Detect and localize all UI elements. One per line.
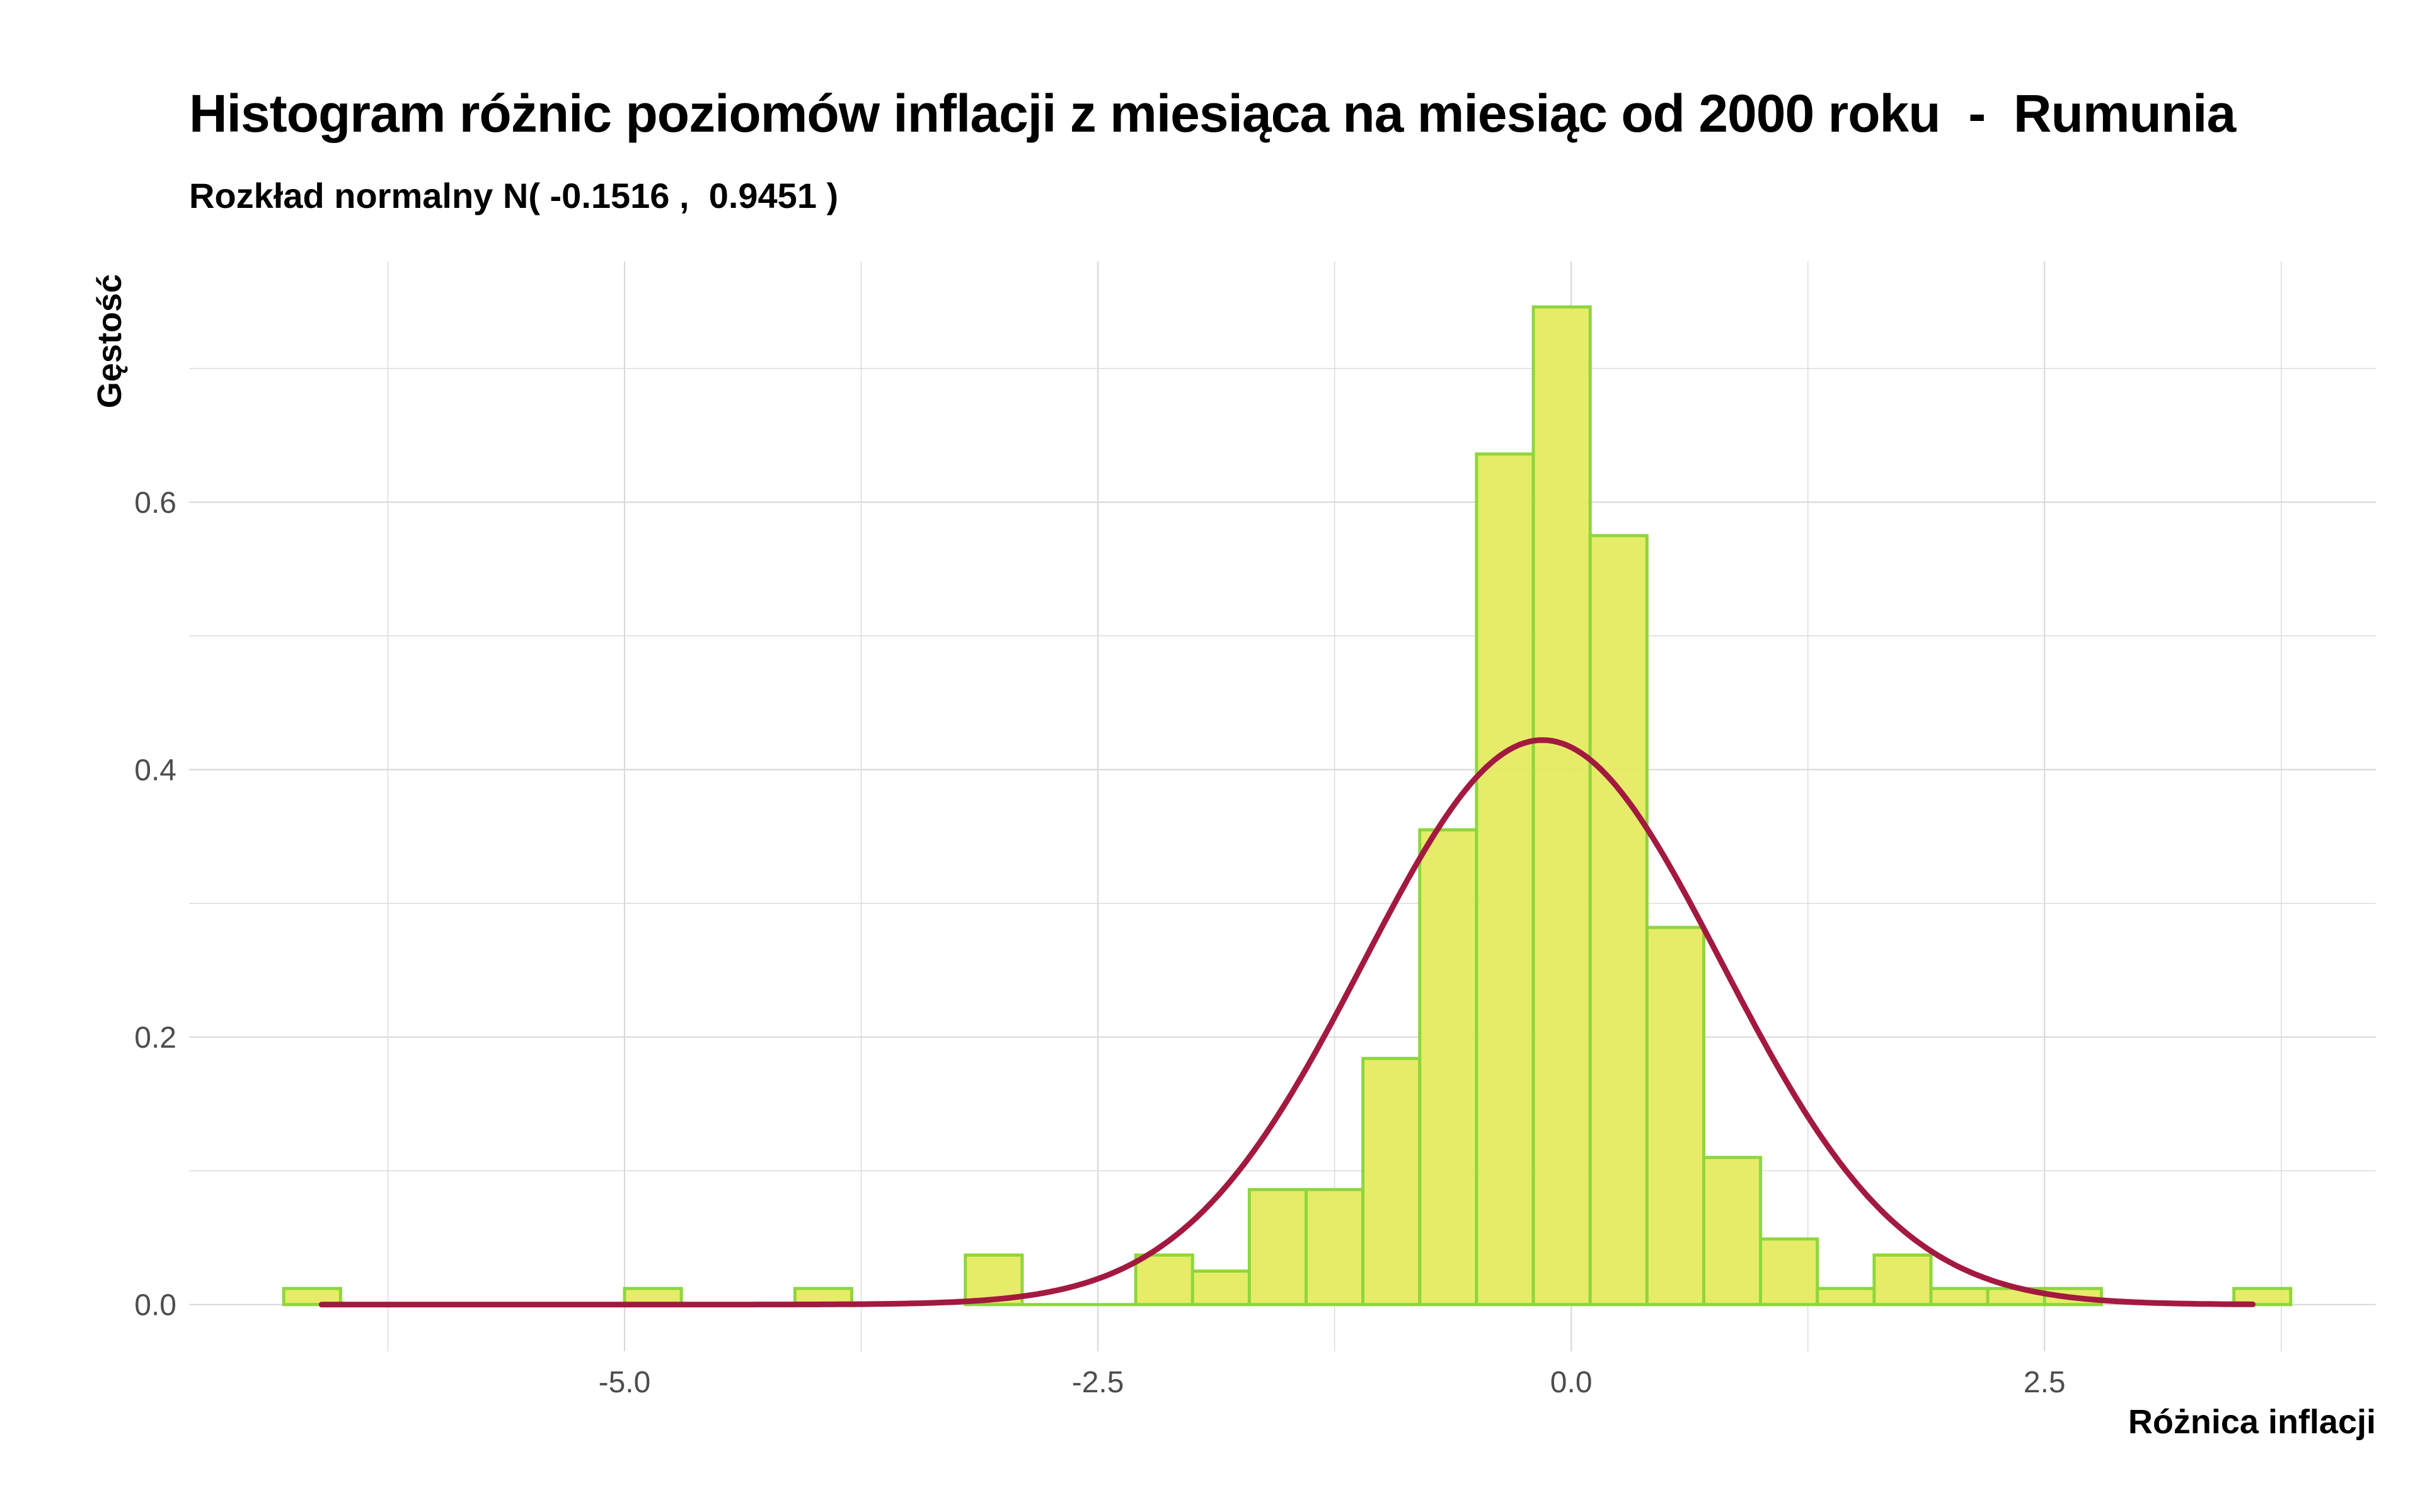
histogram-bar: [1872, 1253, 1933, 1307]
histogram-bar: [1929, 1286, 1990, 1307]
histogram-bar: [1702, 1155, 1763, 1307]
x-tick-label: -5.0: [599, 1366, 651, 1399]
x-tick-label: -2.5: [1072, 1366, 1124, 1399]
y-tick-label: 0.4: [134, 754, 176, 788]
histogram-bar: [1190, 1269, 1251, 1307]
normal-curve: [318, 737, 2256, 1308]
histogram-bar: [1361, 1057, 1422, 1307]
histogram-bar: [1305, 1188, 1365, 1307]
histogram-bar: [1645, 925, 1705, 1307]
chart-title: Histogram różnic poziomów inflacji z mie…: [189, 84, 2236, 143]
histogram-bar: [1588, 534, 1649, 1307]
y-tick-label: 0.0: [134, 1289, 176, 1322]
histogram-bar: [1816, 1286, 1876, 1307]
x-tick-label: 2.5: [2024, 1366, 2066, 1399]
histogram-bar: [1247, 1188, 1308, 1307]
axis-ticks: 0.0 0.2 0.4 0.6 -5.0 -2.5 0.0 2.5: [134, 486, 2065, 1399]
y-tick-label: 0.6: [134, 486, 176, 520]
histogram-bar: [1418, 828, 1478, 1307]
histogram-bar: [1531, 305, 1592, 1307]
grid-lines: [189, 261, 2376, 1351]
histogram-bar: [1475, 452, 1535, 1307]
y-tick-label: 0.2: [134, 1021, 176, 1055]
histogram-bar: [1134, 1253, 1194, 1307]
x-tick-label: 0.0: [1550, 1366, 1593, 1399]
histogram-bars: [282, 305, 2293, 1307]
chart-subtitle: Rozkład normalny N( -0.1516 , 0.9451 ): [189, 176, 839, 215]
normal-curve-layer: [318, 737, 2256, 1308]
y-axis-title: Gęstość: [91, 274, 129, 408]
x-axis-title: Różnica inflacji: [2128, 1403, 2376, 1441]
histogram-bar: [1759, 1237, 1819, 1307]
